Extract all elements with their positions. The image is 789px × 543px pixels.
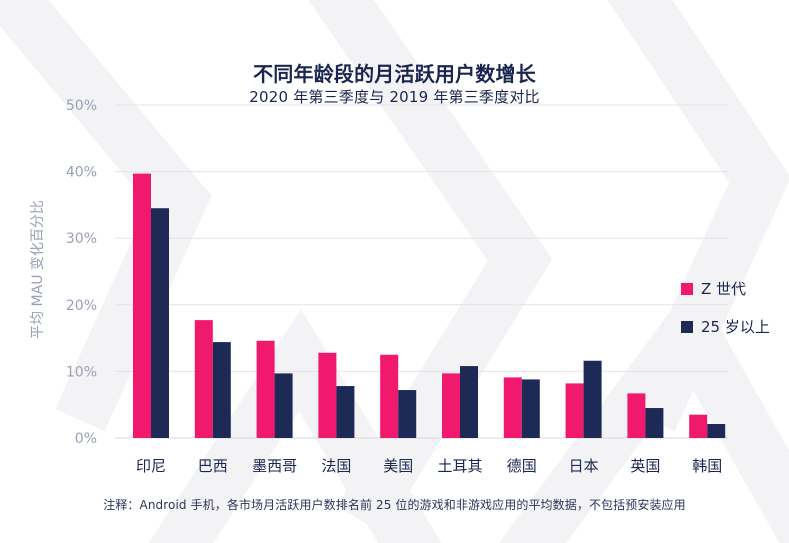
- x-tick-label-6: 德国: [507, 457, 537, 475]
- legend-label-0: Z 世代: [701, 280, 746, 298]
- bar-genz-7: [565, 383, 584, 438]
- x-tick-label-4: 美国: [383, 457, 413, 475]
- bar-over25-1: [212, 342, 231, 438]
- x-tick-label-9: 韩国: [692, 457, 722, 475]
- legend-swatch-0: [681, 283, 693, 295]
- bar-over25-5: [460, 366, 478, 438]
- bar-genz-3: [318, 352, 337, 438]
- bar-genz-4: [380, 354, 399, 438]
- bar-genz-9: [689, 414, 708, 438]
- y-tick-label-30: 30%: [66, 231, 97, 247]
- y-tick-label-10: 10%: [66, 364, 97, 380]
- bar-genz-1: [194, 320, 213, 438]
- x-tick-label-5: 土耳其: [437, 457, 482, 475]
- legend-swatch-1: [681, 321, 693, 333]
- bar-over25-8: [645, 408, 664, 438]
- x-tick-label-7: 日本: [569, 457, 599, 475]
- bar-over25-4: [398, 390, 417, 438]
- y-tick-label-50: 50%: [66, 98, 97, 114]
- bar-over25-0: [151, 208, 169, 438]
- y-tick-label-20: 20%: [66, 298, 97, 314]
- bar-over25-6: [521, 379, 540, 438]
- y-axis-label: 平均 MAU 变化百分比: [30, 200, 46, 339]
- x-tick-label-0: 印尼: [136, 457, 166, 475]
- y-tick-label-0: 0%: [75, 431, 97, 447]
- chart-note: 注释：Android 手机，各市场月活跃用户数排名前 25 位的游戏和非游戏应用…: [103, 498, 686, 512]
- x-tick-label-2: 墨西哥: [252, 457, 297, 475]
- chart-title: 不同年龄段的月活跃用户数增长: [253, 62, 536, 86]
- bar-genz-8: [627, 393, 646, 438]
- x-tick-label-1: 巴西: [198, 457, 228, 475]
- bar-over25-7: [583, 360, 602, 438]
- bar-over25-9: [707, 424, 726, 438]
- y-tick-label-40: 40%: [66, 165, 97, 181]
- x-tick-label-3: 法国: [321, 457, 351, 475]
- bar-genz-5: [442, 373, 460, 438]
- chart-subtitle: 2020 年第三季度与 2019 年第三季度对比: [249, 88, 540, 106]
- bar-over25-2: [274, 373, 293, 438]
- bar-genz-6: [503, 377, 522, 438]
- legend-label-1: 25 岁以上: [701, 318, 770, 336]
- bar-genz-0: [133, 173, 151, 438]
- x-tick-label-8: 英国: [630, 457, 660, 475]
- bar-genz-2: [256, 340, 275, 438]
- bar-over25-3: [336, 386, 355, 438]
